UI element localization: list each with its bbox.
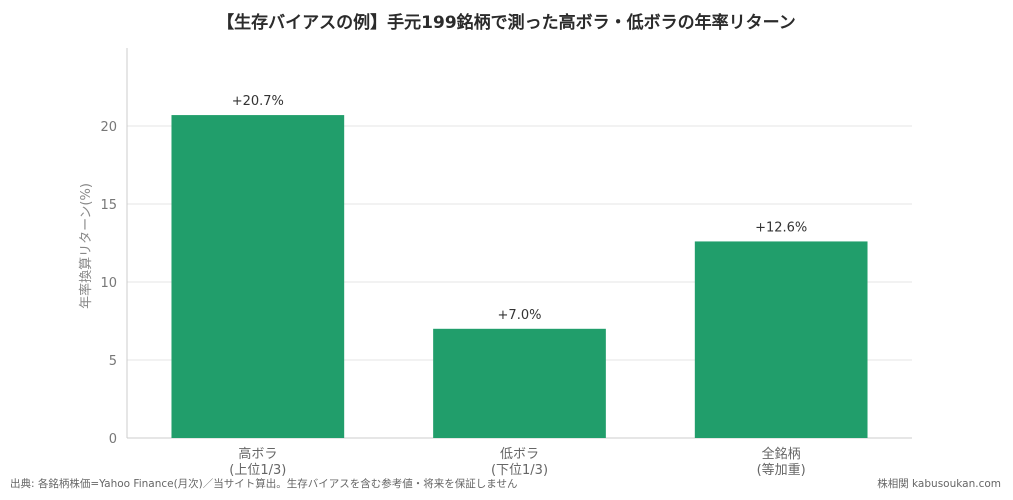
bars: [171, 115, 868, 438]
footer-site-credit: 株相関 kabusoukan.com: [877, 478, 1001, 490]
bar: [171, 115, 345, 438]
y-tick-labels: 0 5 10 15 20: [100, 120, 117, 447]
x-tick-label: 全銘柄: [762, 446, 801, 462]
x-tick-label: 高ボラ: [238, 446, 277, 462]
y-tick-label: 10: [100, 276, 117, 291]
bar: [433, 328, 606, 438]
y-axis-label: 年率換算リターン(%): [78, 183, 94, 309]
data-labels: +20.7% +7.0% +12.6%: [232, 94, 808, 323]
data-label: +7.0%: [498, 308, 542, 323]
x-tick-label: 低ボラ: [500, 447, 539, 462]
y-tick-label: 15: [100, 198, 117, 213]
y-tick-label: 20: [100, 120, 117, 135]
x-tick-label: (等加重): [757, 462, 806, 478]
y-tick-label: 5: [109, 354, 117, 369]
data-label: +12.6%: [755, 220, 807, 235]
x-tick-labels: 高ボラ(上位1/3) 低ボラ(下位1/3) 全銘柄(等加重): [229, 446, 805, 478]
footer-source-note: 出典: 各銘柄株価=Yahoo Finance(月次)／当サイト算出。生存バイア…: [10, 478, 518, 490]
x-tick-label: (下位1/3): [491, 463, 548, 478]
chart-title: 【生存バイアスの例】手元199銘柄で測った高ボラ・低ボラの年率リターン: [217, 13, 796, 33]
data-label: +20.7%: [232, 94, 284, 109]
y-tick-label: 0: [109, 432, 117, 447]
x-tick-label: (上位1/3): [229, 463, 286, 478]
bar: [694, 241, 868, 438]
